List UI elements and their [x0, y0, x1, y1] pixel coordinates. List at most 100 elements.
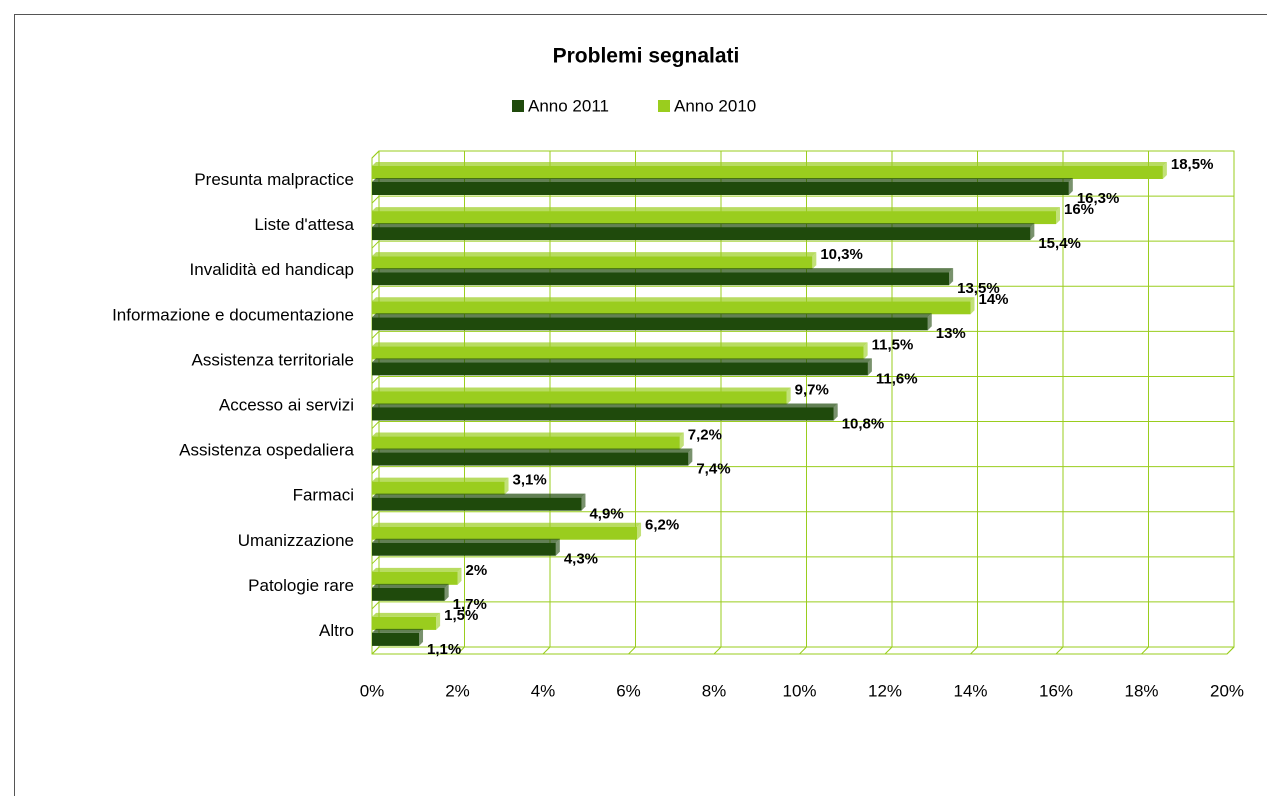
bar-top — [372, 493, 586, 498]
x-tick-label: 8% — [702, 681, 727, 700]
bar — [372, 317, 928, 331]
bar-top — [372, 223, 1035, 228]
bar-side — [679, 432, 684, 450]
value-label: 1,5% — [444, 607, 478, 624]
chart-title: Problemi segnalati — [553, 45, 740, 68]
bar-top — [372, 162, 1167, 166]
grid-line — [1141, 151, 1149, 655]
value-label: 10,8% — [842, 415, 885, 432]
bar — [372, 497, 582, 511]
value-label: 1,7% — [453, 596, 487, 613]
grid-line — [1055, 151, 1064, 655]
x-tick-label: 12% — [868, 681, 902, 700]
value-label: 4,9% — [589, 506, 623, 523]
bar — [372, 166, 1163, 179]
bar — [372, 301, 971, 315]
y-tick-label: Assistenza territoriale — [191, 350, 354, 369]
value-label: 3,1% — [513, 472, 547, 489]
bar — [372, 632, 420, 646]
y-tick-label: Patologie rare — [248, 576, 354, 595]
bar — [372, 452, 689, 466]
x-tick-label: 2% — [445, 681, 470, 700]
value-label: 11,6% — [876, 370, 918, 387]
bar-side — [867, 358, 872, 376]
bar-side — [555, 538, 560, 556]
value-label: 4,3% — [564, 551, 598, 568]
bar — [372, 436, 680, 450]
bar-side — [812, 252, 817, 270]
grid-line — [1226, 151, 1235, 655]
bar-side — [688, 448, 693, 466]
x-tick-label: 10% — [782, 681, 816, 700]
bar — [372, 346, 864, 360]
bar — [372, 526, 638, 540]
bar — [372, 481, 505, 495]
bar-side — [833, 403, 838, 421]
y-tick-label: Accesso ai servizi — [219, 395, 354, 414]
bar-side — [504, 477, 509, 495]
bar-side — [1068, 178, 1073, 195]
bar-top — [372, 538, 560, 543]
bar — [372, 227, 1031, 241]
bar-side — [1056, 207, 1060, 225]
bar-top — [372, 612, 441, 617]
bar — [372, 587, 445, 601]
bar-side — [970, 297, 975, 315]
bar-top — [372, 628, 424, 633]
value-label: 7,2% — [688, 427, 722, 444]
bar-top — [372, 583, 449, 588]
value-label: 18,5% — [1171, 156, 1214, 173]
bar — [372, 256, 813, 270]
bar-side — [1162, 162, 1167, 179]
bar-side — [581, 493, 586, 511]
y-tick-label: Umanizzazione — [238, 531, 354, 550]
value-label: 9,7% — [795, 381, 829, 398]
bar-side — [419, 628, 424, 646]
bar-top — [372, 342, 868, 347]
y-tick-label: Invalidità ed handicap — [190, 260, 354, 279]
y-tick-label: Informazione e documentazione — [112, 305, 354, 324]
bar-top — [372, 297, 975, 302]
value-label: 15,4% — [1038, 235, 1081, 252]
bar-side — [637, 522, 642, 540]
value-label: 2% — [466, 562, 488, 579]
y-tick-label: Liste d'attesa — [254, 215, 354, 234]
x-tick-label: 16% — [1039, 681, 1073, 700]
bar — [372, 407, 834, 421]
x-tick-label: 18% — [1124, 681, 1158, 700]
bar — [372, 542, 556, 556]
x-tick-label: 0% — [360, 681, 385, 700]
value-label: 6,2% — [645, 517, 679, 534]
y-tick-label: Altro — [319, 621, 354, 640]
value-label: 7,4% — [696, 461, 730, 478]
x-tick-label: 20% — [1210, 681, 1244, 700]
value-label: 1,1% — [427, 641, 461, 658]
bar-side — [436, 612, 441, 630]
legend-swatch — [658, 100, 670, 112]
value-label: 10,3% — [820, 246, 863, 263]
value-label: 11,5% — [872, 336, 914, 353]
bar-top — [372, 448, 693, 453]
bar — [372, 211, 1056, 225]
y-tick-label: Farmaci — [293, 486, 354, 505]
bar-top — [372, 313, 932, 318]
bar — [372, 391, 787, 405]
bar-side — [1030, 223, 1035, 241]
bar — [372, 182, 1069, 195]
value-label: 14% — [979, 291, 1009, 308]
bar — [372, 616, 437, 630]
bar-side — [786, 387, 791, 405]
value-label: 13,5% — [957, 280, 1000, 297]
bar-top — [372, 252, 817, 257]
bar-top — [372, 207, 1060, 212]
bar-top — [372, 387, 791, 392]
legend-label: Anno 2010 — [674, 96, 756, 115]
x-tick-label: 4% — [531, 681, 556, 700]
bar — [372, 571, 458, 585]
value-label: 13% — [936, 325, 966, 342]
bar-side — [949, 268, 954, 286]
y-tick-label: Presunta malpractice — [194, 170, 354, 189]
legend-label: Anno 2011 — [528, 96, 609, 115]
